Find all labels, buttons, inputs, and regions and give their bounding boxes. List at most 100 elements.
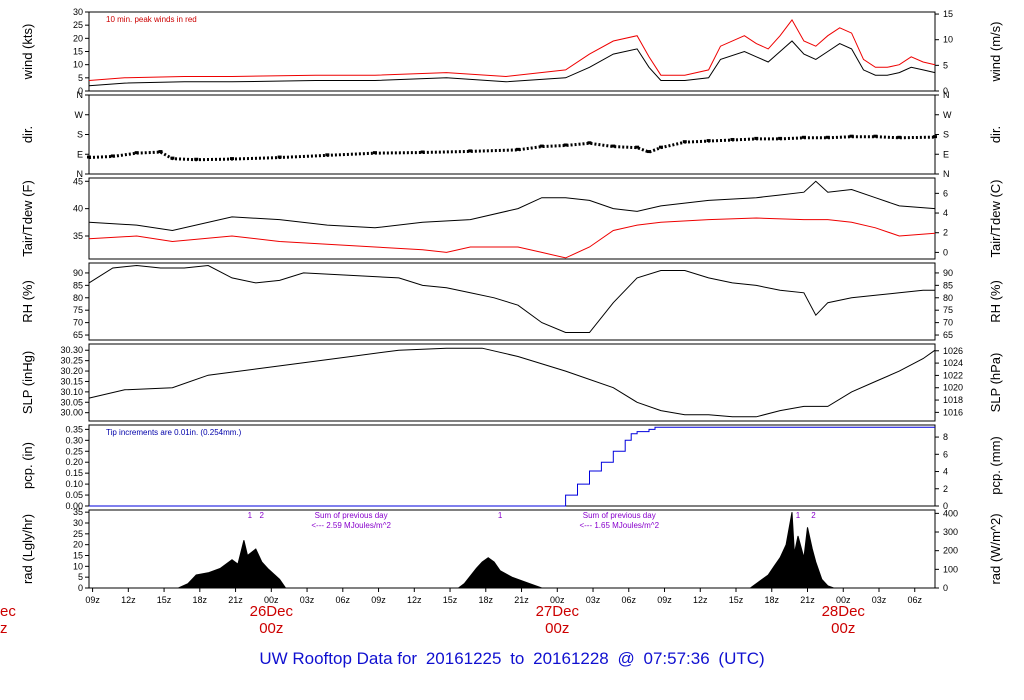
dir-ytick-label-right: E [943,149,949,159]
slp-ytick-label-left: 30.25 [60,356,83,366]
day-marker-date: 26Dec [250,603,294,620]
title-prefix: UW Rooftop Data for [259,649,418,668]
dir-point [647,150,652,154]
dir-ytick-label-left: N [77,169,84,179]
rad-sum-value: <--- 1.65 MJoules/m^2 [579,521,659,530]
dir-point [539,144,544,148]
dir-point [110,154,115,158]
title-at: @ [617,649,635,668]
rh-ylabel: RH (%) [20,280,35,323]
dir-ytick-label-right: W [943,110,952,120]
temp-ytick-label-left: 40 [73,204,83,214]
day-marker-date: 27Dec [536,603,580,620]
pcp-ytick-label-left: 0.30 [65,435,83,445]
wind-ytick-label-left: 15 [73,47,83,57]
rh-ytick-label-right: 70 [943,318,953,328]
rad-ytick-label-right: 0 [943,583,948,593]
title-start-date: 20161225 [425,649,502,668]
slp-ytick-label-right: 1026 [943,346,963,356]
pcp-ytick-label-right: 6 [943,449,948,459]
wind-ytick-label-right: 0 [943,86,948,96]
dir-point [158,150,163,154]
dir-ylabel: dir. [20,126,35,143]
temp-ytick-label-right: 0 [943,247,948,257]
rad-ytick-label-left: 20 [73,540,83,550]
rh-ytick-label-right: 65 [943,330,953,340]
slp-ytick-label-right: 1020 [943,383,963,393]
wind-ytick-label-left: 5 [78,73,83,83]
rad-sum-value: <--- 2.59 MJoules/m^2 [311,521,391,530]
temp-ylabel-right: Tair/Tdew (C) [988,179,1003,257]
rad-series-fill [178,512,834,589]
wind-ytick-label-right: 10 [943,35,953,45]
day-marker-fragment: z [0,620,8,637]
dir-point [515,147,520,151]
x-tick-label: 03z [872,595,887,605]
wind-ylabel: wind (kts) [20,24,35,81]
x-tick-label: 15z [443,595,458,605]
wind-ytick-label-left: 0 [78,86,83,96]
rh-ytick-label-left: 75 [73,305,83,315]
wind-ytick-label-left: 20 [73,33,83,43]
slp-ytick-label-left: 30.10 [60,387,83,397]
temp-ytick-label-left: 35 [73,231,83,241]
temp-ytick-label-right: 4 [943,208,948,218]
slp-ytick-label-right: 1024 [943,358,963,368]
temp-frame [88,177,936,260]
rh-ytick-label-right: 75 [943,305,953,315]
x-tick-label: 21z [228,595,243,605]
x-tick-label: 12z [121,595,136,605]
pcp-frame [88,424,936,507]
dir-ylabel-right: dir. [988,126,1003,143]
x-tick-label: 09z [85,595,100,605]
slp-ytick-label-left: 30.00 [60,408,83,418]
title-timezone: (UTC) [718,649,765,668]
day-marker-fragment: ec [0,603,16,620]
rad-daily-mark: 1 [248,511,253,520]
rad-ytick-label-right: 300 [943,527,958,537]
slp-ytick-label-right: 1016 [943,407,963,417]
x-tick-label: 03z [586,595,601,605]
rad-daily-mark: 1 [498,511,503,520]
pcp-ytick-label-left: 0.35 [65,424,83,434]
rh-ytick-label-left: 65 [73,330,83,340]
rad-ylabel: rad (Lgly/hr) [20,514,35,584]
rh-ytick-label-right: 85 [943,280,953,290]
chart-title: UW Rooftop Data for 20161225 to 20161228… [0,649,1024,669]
pcp-ytick-label-left: 0.10 [65,479,83,489]
rh-ytick-label-left: 90 [73,268,83,278]
temp-ylabel: Tair/Tdew (F) [20,180,35,257]
rad-ytick-label-right: 400 [943,508,958,518]
x-tick-label: 18z [764,595,779,605]
dir-ytick-label-right: S [943,130,949,140]
dir-ytick-label-left: S [77,130,83,140]
dir-point [635,145,640,149]
dir-point [563,143,568,147]
x-tick-label: 09z [371,595,386,605]
x-tick-label: 12z [407,595,422,605]
x-tick-label: 03z [300,595,315,605]
rh-ytick-label-right: 80 [943,293,953,303]
dir-point [420,150,425,154]
slp-ytick-label-left: 30.15 [60,376,83,386]
rad-ylabel-right: rad (W/m^2) [988,513,1003,584]
day-marker-date: 28Dec [822,603,866,620]
x-tick-label: 18z [479,595,494,605]
slp-ytick-label-left: 30.20 [60,366,83,376]
pcp-ytick-label-right: 4 [943,467,948,477]
wind-frame [88,11,936,92]
temp-series-line [88,217,936,259]
rad-ytick-label-right: 200 [943,546,958,556]
x-tick-label: 00z [550,595,565,605]
pcp-ytick-label-right: 8 [943,432,948,442]
x-tick-label: 00z [836,595,851,605]
wind-ytick-label-right: 5 [943,60,948,70]
rh-ylabel-right: RH (%) [988,280,1003,323]
rad-ytick-label-left: 35 [73,507,83,517]
x-tick-label: 06z [907,595,922,605]
rh-series-line [88,264,935,333]
dir-frame [88,94,936,175]
pcp-ytick-label-left: 0.00 [65,501,83,511]
temp-ytick-label-right: 6 [943,188,948,198]
dir-ytick-label-right: N [943,90,950,100]
